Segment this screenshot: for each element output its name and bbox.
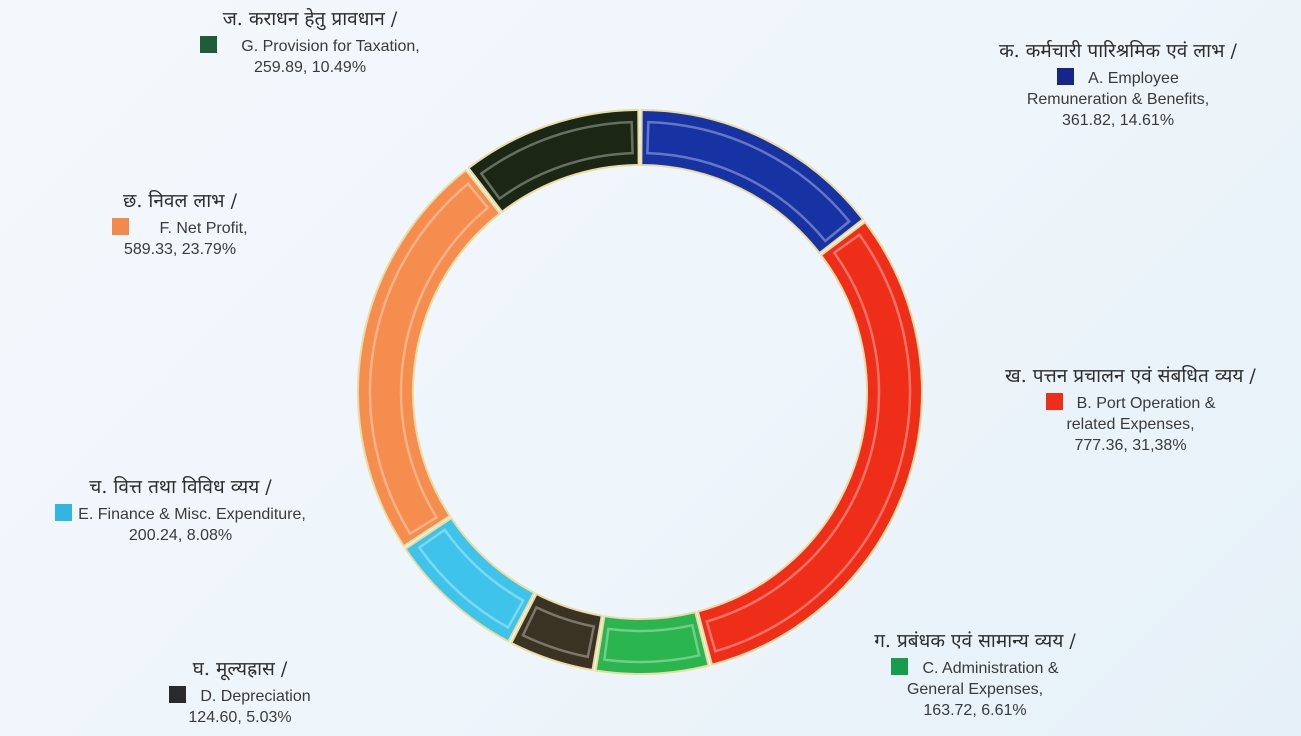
donut-slice-highlight-b <box>705 232 912 653</box>
swatch-c <box>891 658 909 675</box>
swatch-e <box>55 504 73 521</box>
label-f-hindi: छ. निवल लाभ / <box>123 190 237 212</box>
donut-slice-highlight-e <box>417 528 525 630</box>
label-g-line1: G. Provision for Taxation, <box>150 36 470 57</box>
label-d-line1: D. Depreciation <box>110 686 370 707</box>
legend-label-c: ग. प्रबंधक एवं सामान्य व्यय / C. Adminis… <box>830 628 1120 721</box>
label-c-hindi: ग. प्रबंधक एवं सामान्य व्यय / <box>874 630 1076 652</box>
donut-slice-highlight-a <box>646 120 852 243</box>
label-a-line1: A. Employee <box>958 68 1278 89</box>
legend-label-b: ख. पत्तन प्रचालन एवं संबधित व्यय / B. Po… <box>963 363 1298 456</box>
label-c-line2: General Expenses, <box>906 681 1044 698</box>
label-d-value: 124.60, 5.03% <box>188 709 292 726</box>
swatch-d <box>169 686 187 703</box>
label-e-line1: E. Finance & Misc. Expenditure, <box>8 504 353 525</box>
label-g-hindi: ज. कराधन हेतु प्रावधान / <box>222 8 398 30</box>
label-b-line2: related Expenses, <box>1066 416 1195 433</box>
donut-slice-highlight-g <box>479 120 634 201</box>
label-c-line1: C. Administration & <box>830 658 1120 679</box>
label-f-line1: F. Net Profit, <box>50 218 310 239</box>
donut-slice-highlight-f <box>368 182 490 536</box>
label-a-line2: Remuneration & Benefits, <box>1026 91 1210 108</box>
legend-label-e: च. वित्त तथा विविध व्यय / E. Finance & M… <box>8 474 353 546</box>
label-a-hindi: क. कर्मचारी पारिश्रमिक एवं लाभ / <box>999 40 1237 62</box>
label-b-hindi: ख. पत्तन प्रचालन एवं संबधित व्यय / <box>1005 365 1256 387</box>
swatch-g <box>200 36 218 53</box>
donut-slice-highlight-d <box>521 605 596 659</box>
label-a-value: 361.82, 14.61% <box>1061 112 1175 129</box>
swatch-f <box>112 218 130 235</box>
label-d-hindi: घ. मूल्यह्रास / <box>192 658 288 680</box>
legend-label-d: घ. मूल्यह्रास / D. Depreciation 124.60, … <box>110 656 370 728</box>
label-c-value: 163.72, 6.61% <box>923 702 1027 719</box>
label-b-value: 777.36, 31,38% <box>1074 437 1187 454</box>
legend-label-g: ज. कराधन हेतु प्रावधान / G. Provision fo… <box>150 6 470 78</box>
label-f-value: 589.33, 23.79% <box>123 241 237 258</box>
donut-slice-b <box>696 220 923 666</box>
swatch-a <box>1057 68 1075 85</box>
legend-label-f: छ. निवल लाभ / F. Net Profit, 589.33, 23.… <box>50 188 310 260</box>
donut-slice-f <box>357 168 502 548</box>
label-b-line1: B. Port Operation & <box>963 393 1298 414</box>
label-e-hindi: च. वित्त तथा विविध व्यय / <box>89 476 272 498</box>
donut-slice-highlight-c <box>602 623 701 664</box>
donut-slice-e <box>404 516 536 643</box>
donut-slice-c <box>594 610 710 675</box>
legend-label-a: क. कर्मचारी पारिश्रमिक एवं लाभ / A. Empl… <box>958 38 1278 131</box>
label-e-value: 200.24, 8.08% <box>128 527 233 544</box>
label-g-value: 259.89, 10.49% <box>253 59 367 76</box>
swatch-b <box>1045 393 1063 410</box>
donut-slice-g <box>467 108 640 214</box>
